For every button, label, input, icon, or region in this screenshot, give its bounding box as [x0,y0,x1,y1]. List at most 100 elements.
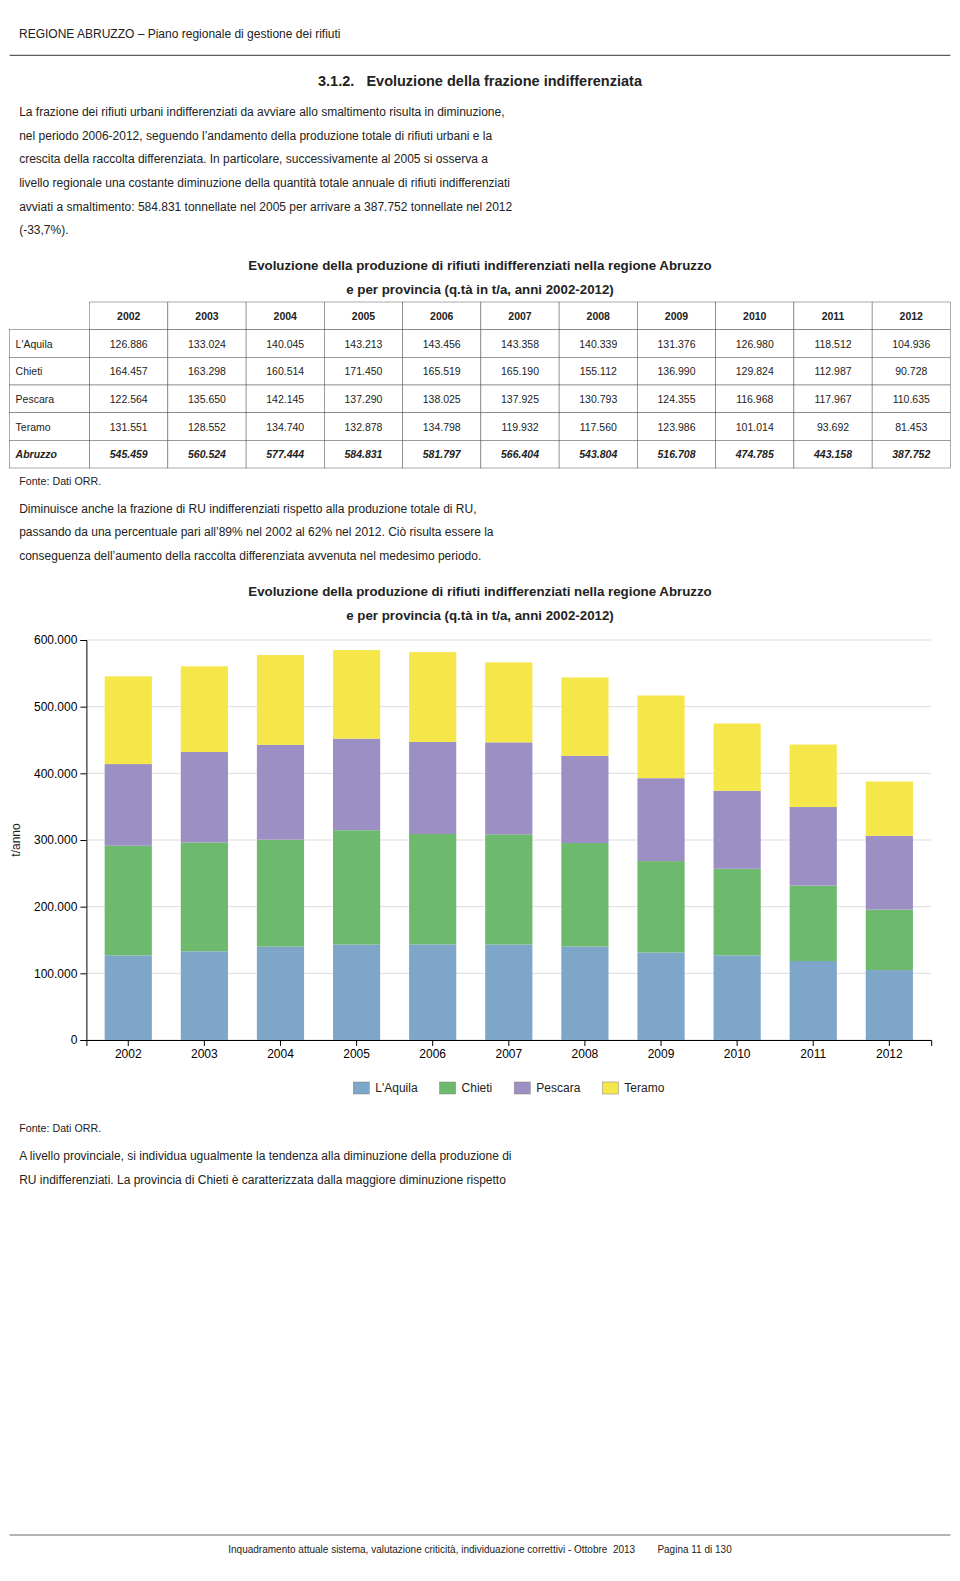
table-cell [90,385,168,413]
table-header: 2008 [587,310,611,322]
table-cell [559,440,637,468]
table-cell [559,385,637,413]
y-tick-label: 500.000 [34,700,78,714]
tick-mark [80,1040,86,1041]
table-cell-text: 134.798 [423,421,461,433]
bar-segment [485,662,532,742]
y-tick: 0 [71,1033,87,1047]
axis-line [87,1041,932,1047]
table-cell-text: 577.444 [266,448,304,460]
table-cell [246,440,324,468]
legend-swatch [602,1082,618,1094]
table-cell [872,302,950,330]
table-cell-text: 118.512 [814,338,851,350]
table-cell-text: 138.025 [423,393,461,405]
table-cell [481,330,559,358]
bar-segment [257,745,304,840]
table-cell-text: 143.213 [345,338,383,350]
table-cell-text: 143.456 [423,338,461,350]
bar-segment [866,836,913,910]
y-tick-label: 200.000 [34,900,78,914]
table-cell [559,357,637,385]
rule-line [10,1535,951,1536]
tick-mark [661,1040,662,1046]
x-tick-label: 2002 [115,1047,142,1061]
table-cell [872,357,950,385]
bar-segment [714,955,761,1040]
table-cell [559,413,637,441]
table-header: 2012 [900,310,924,322]
table-cell [10,357,90,385]
table-cell [324,413,402,441]
table-cell-text: 90.728 [895,365,927,377]
body-text: La frazione dei rifiuti urbani indiffere… [19,105,504,119]
table-cell [403,302,481,330]
table-cell-text: 165.190 [501,365,539,377]
table-cell-text: 164.457 [110,365,148,377]
x-tick: 2010 [724,1040,751,1061]
legend-item: Teramo [602,1081,664,1095]
x-tick-label: 2011 [800,1047,826,1061]
table-cell [481,413,559,441]
table-cell-text: 566.404 [501,448,539,460]
table-cell-text: 124.355 [658,393,696,405]
table-header: 2010 [743,310,767,322]
table-cell [403,413,481,441]
bar-segment [485,944,532,1040]
table-cell [637,330,715,358]
bar-segment [485,742,532,834]
chart-title: e per provincia (q.tà in t/a, anni 2002-… [346,608,614,623]
tick-mark [889,1040,890,1046]
tick-mark [80,707,86,708]
table-cell-text: 101.014 [736,421,774,433]
table-cell [90,330,168,358]
table-cell-text: 112.987 [814,365,851,377]
table-header: 2004 [274,310,298,322]
table-header: 2011 [822,310,845,322]
table-cell-text: 117.560 [580,421,617,433]
y-tick: 400.000 [34,767,86,781]
tick-mark [737,1040,738,1046]
bar-segment [866,910,913,970]
table-header: 2005 [352,310,376,322]
legend-item: L'Aquila [353,1081,418,1095]
table-cell [716,385,794,413]
table-cell [168,413,246,441]
table-cell-text: 104.936 [892,338,930,350]
table-cell [246,330,324,358]
table-cell [403,440,481,468]
bar-segment [257,840,304,947]
bar-segment [637,696,684,779]
table-cell [637,302,715,330]
table-cell [90,413,168,441]
table-cell-text: 137.290 [345,393,383,405]
x-tick-label: 2007 [495,1047,522,1061]
bar-segment [105,955,152,1040]
table-cell-text: 545.459 [110,448,148,460]
bar-segment [333,739,380,831]
table-cell [10,330,90,358]
bar-segment [561,677,608,755]
table-cell-text: 165.519 [423,365,461,377]
table-cell-text: 137.925 [501,393,539,405]
table-cell-text: 132.878 [345,421,383,433]
table-cell [246,357,324,385]
table-cell-text: 119.932 [501,421,538,433]
source-text: Fonte: Dati ORR. [19,475,101,487]
legend-label: L'Aquila [375,1081,418,1095]
table-cell [168,330,246,358]
legend-label: Teramo [624,1081,664,1095]
table-header: 2007 [508,310,532,322]
table-cell-text: 134.740 [266,421,304,433]
table-cell-text: 116.968 [736,393,773,405]
table: 2002200320042005200620072008200920102011… [10,302,951,468]
y-tick-label: 0 [71,1033,78,1047]
x-tick: 2008 [572,1040,599,1061]
table-cell [716,330,794,358]
table-cell [246,413,324,441]
x-tick: 2004 [267,1040,294,1061]
y-tick-label: 600.000 [34,633,78,647]
table-cell-text: 123.986 [658,421,696,433]
table-cell [716,302,794,330]
y-axis-title: t/anno [9,823,23,857]
